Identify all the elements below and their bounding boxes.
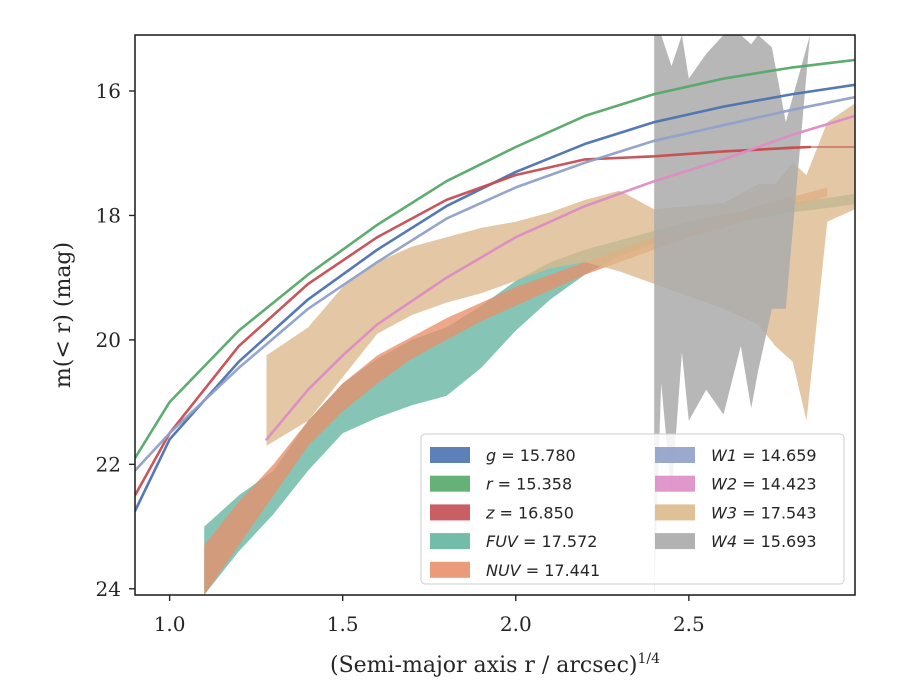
line-z: [135, 145, 812, 497]
y-tick-label: 20: [96, 328, 121, 352]
legend-swatch-w2: [655, 475, 695, 492]
legend-swatch-nuv: [430, 561, 470, 578]
x-axis-label-main: (Semi-major axis r / arcsec): [330, 653, 637, 678]
x-axis-label: (Semi-major axis r / arcsec)1/4: [330, 651, 660, 678]
y-tick-label: 22: [96, 452, 121, 476]
lines-layer: [135, 58, 855, 513]
y-tick-label: 24: [96, 577, 121, 601]
legend-frame: [420, 433, 845, 585]
y-axis: 16 18 20 22 24: [96, 79, 135, 601]
legend-label: z = 16.850: [485, 503, 574, 522]
line-g: [135, 83, 855, 513]
x-tick-label: 1.5: [327, 612, 359, 636]
y-tick-label: 18: [96, 203, 121, 227]
line-r: [135, 58, 855, 460]
legend-swatch-w1: [655, 447, 695, 463]
legend-label: W3 = 17.543: [711, 503, 817, 522]
legend-label: NUV = 17.441: [486, 561, 600, 580]
legend-swatch-w4: [655, 533, 695, 550]
legend-label: r = 15.358: [486, 475, 572, 494]
x-tick-label: 1.0: [154, 612, 186, 636]
x-axis-label-exponent: 1/4: [637, 651, 660, 667]
legend-label: W1 = 14.659: [711, 446, 817, 465]
x-tick-label: 2.5: [673, 612, 705, 636]
x-tick-label: 2.0: [500, 612, 532, 636]
legend-label: W2 = 14.423: [711, 475, 817, 494]
legend-swatch-w3: [655, 504, 695, 521]
legend-swatch-g: [430, 447, 470, 463]
x-axis: 1.0 1.5 2.0 2.5: [154, 595, 705, 636]
line-w2: [265, 114, 855, 441]
bands-layer: [204, 35, 855, 595]
y-axis-label: m(< r) (mag): [51, 242, 76, 388]
legend-label: FUV = 17.572: [486, 532, 597, 551]
legend-swatch-fuv: [430, 533, 470, 550]
plot-frame: [134, 34, 856, 596]
legend-swatch-z: [430, 504, 470, 521]
legend-label: g = 15.780: [486, 446, 576, 465]
legend-swatch-r: [430, 475, 470, 492]
legend: g = 15.780 r = 15.358 z = 16.850 FUV = 17.5…: [420, 433, 845, 585]
legend-label: W4 = 15.693: [711, 532, 817, 551]
line-w1: [135, 95, 855, 472]
y-tick-label: 16: [96, 79, 121, 103]
band-w4: [654, 35, 810, 595]
